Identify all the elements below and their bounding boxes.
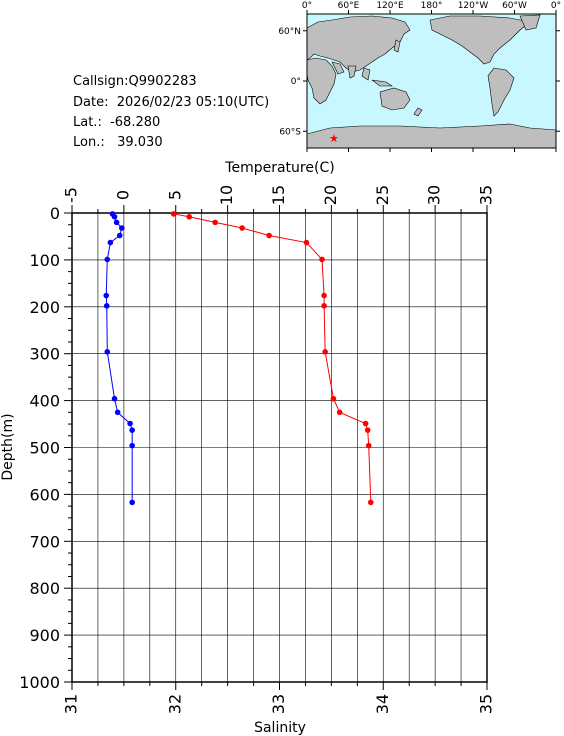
temperature-data-point	[107, 239, 114, 246]
salinity-data-point	[212, 219, 218, 226]
salinity-data-point	[322, 349, 328, 355]
map-land	[306, 14, 557, 149]
salinity-data-point	[239, 225, 245, 231]
temperature-profile-line	[105, 213, 133, 503]
map-lat-label: 60°N	[278, 27, 301, 37]
temperature-data-point	[111, 395, 118, 402]
salinity-data-point	[321, 292, 327, 299]
date-text: Date: 2026/02/23 05:10(UTC)	[73, 95, 270, 110]
depth-tick-label: 400	[29, 392, 60, 411]
depth-tick-label: 200	[29, 298, 60, 317]
depth-tick-label: 1000	[19, 673, 60, 692]
longitude-text: Lon.: 39.030	[73, 135, 163, 150]
temperature-tick-label: -5	[62, 187, 81, 203]
depth-tick-label: 500	[29, 439, 60, 458]
temperature-data-point	[104, 256, 111, 263]
plot-grid	[72, 213, 487, 682]
temperature-tick-label: 0	[113, 190, 132, 200]
temperature-tick-label: 30	[425, 185, 444, 205]
new-zealand-shape	[413, 107, 423, 117]
map-lon-label: 120°W	[458, 1, 489, 11]
depth-tick-label: 300	[29, 345, 60, 364]
temperature-data-point	[129, 427, 135, 433]
location-map: 0° 60°E 120°E 180° 120°W 60°W 0° 60°N 0° 60°S ★	[278, 1, 561, 152]
salinity-profile-line	[173, 213, 372, 503]
map-lon-label: 0°	[551, 1, 561, 11]
map-lat-label: 60°S	[279, 127, 301, 137]
map-lon-label: 60°E	[338, 1, 360, 11]
depth-tick-label: 800	[29, 579, 60, 598]
depth-tick-label: 900	[29, 626, 60, 645]
depth-tick-label: 700	[29, 532, 60, 551]
temperature-tick-label: 25	[373, 185, 392, 205]
salinity-tick-label: 34	[373, 694, 392, 714]
latitude-text: Lat.: -68.280	[73, 115, 161, 130]
north-america-shape	[429, 15, 531, 65]
arabia-india-shape	[331, 61, 357, 79]
salinity-tick-label: 32	[165, 694, 184, 714]
map-lon-label: 60°W	[502, 1, 527, 11]
salinity-data-point	[321, 303, 327, 309]
temperature-data-point	[113, 219, 120, 226]
salinity-data-point	[170, 211, 177, 217]
salinity-tick-label: 33	[269, 694, 288, 714]
temperature-data-point	[127, 420, 133, 427]
salinity-data-point	[319, 256, 325, 263]
temperature-tick-label: 5	[165, 190, 184, 200]
salinity-data-point	[330, 395, 337, 402]
salinity-tick-label: 31	[62, 694, 81, 714]
depth-tick-label: 100	[29, 251, 60, 270]
salinity-data-point	[186, 213, 193, 220]
salinity-data-point	[336, 409, 343, 416]
temperature-tick-label: 35	[477, 185, 496, 205]
temperature-data-point	[111, 213, 118, 220]
salinity-data-point	[362, 420, 369, 427]
salinity-data-point	[365, 442, 372, 449]
depth-tick-label: 600	[29, 485, 60, 504]
indonesia-shape	[361, 67, 393, 87]
greenland-shape	[519, 14, 541, 31]
temperature-data-point	[114, 409, 121, 416]
temperature-data-point	[116, 232, 123, 239]
temperature-data-point	[129, 499, 135, 506]
japan-shape	[393, 39, 401, 53]
antarctica-shape	[306, 123, 557, 149]
temperature-data-point	[103, 292, 110, 299]
salinity-data-point	[368, 499, 374, 506]
salinity-tick-label: 35	[477, 694, 496, 714]
eurasia-shape	[306, 15, 411, 73]
map-lon-label: 120°E	[376, 1, 404, 11]
salinity-axis-title: Salinity	[254, 720, 306, 736]
south-america-shape	[487, 67, 515, 117]
temperature-axis-title: Temperature(C)	[224, 160, 334, 176]
salinity-data-point	[303, 239, 310, 246]
temperature-tick-label: 15	[269, 185, 288, 205]
temperature-tick-label: 10	[217, 185, 236, 205]
australia-shape	[379, 87, 411, 111]
callsign-text: Callsign:Q9902283	[73, 74, 197, 89]
temperature-tick-label: 20	[321, 185, 340, 205]
salinity-data-point	[266, 232, 272, 239]
map-lon-label: 0°	[302, 1, 312, 11]
depth-axis-title: Depth(m)	[0, 413, 16, 480]
temperature-data-point	[119, 225, 125, 231]
temperature-data-point	[104, 349, 111, 355]
depth-tick-label: 0	[50, 204, 60, 223]
map-lat-label: 0°	[291, 77, 301, 87]
station-star-icon: ★	[329, 132, 339, 145]
temperature-data-point	[129, 442, 135, 449]
temperature-data-point	[103, 303, 110, 309]
salinity-data-point	[364, 427, 371, 433]
africa-shape	[306, 57, 337, 105]
map-lon-label: 180°	[421, 1, 443, 11]
